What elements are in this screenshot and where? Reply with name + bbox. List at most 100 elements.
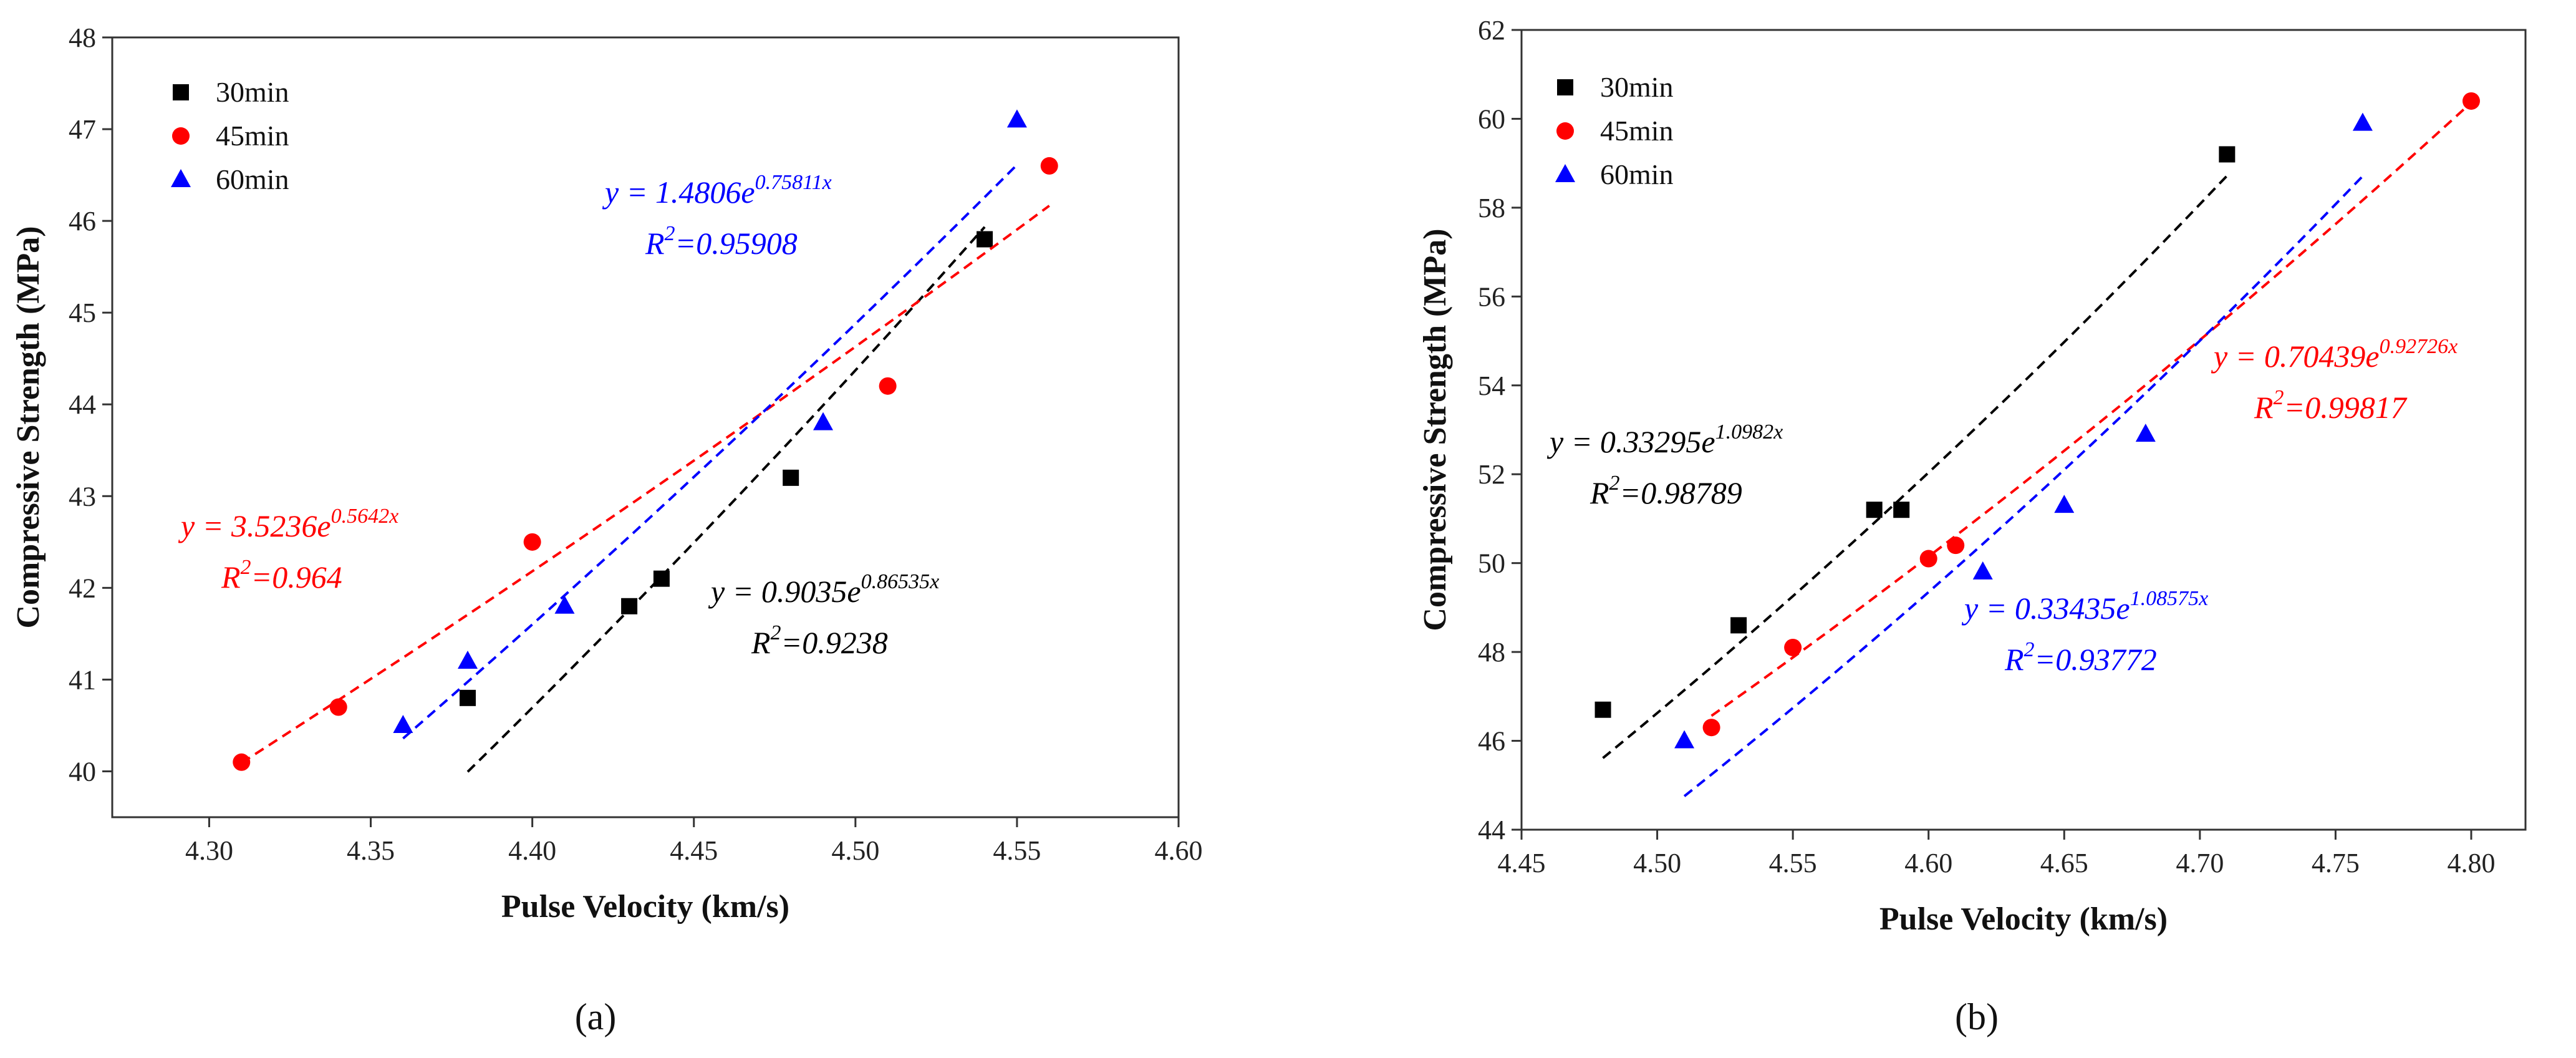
legend-marker-45min xyxy=(172,127,190,145)
plot-frame-a xyxy=(111,36,1180,818)
data-point-60min xyxy=(554,595,575,614)
y-tick-label: 60 xyxy=(1478,104,1505,134)
legend-label-60min: 60min xyxy=(1600,158,1674,190)
data-point-30min xyxy=(460,689,476,706)
data-point-45min xyxy=(1702,719,1720,737)
y-tick-label: 45 xyxy=(69,298,96,328)
legend-marker-60min xyxy=(1555,164,1575,182)
x-tick-label: 4.40 xyxy=(508,835,556,866)
x-axis-title: Pulse Velocity (km/s) xyxy=(1879,901,2168,937)
data-point-60min xyxy=(2054,495,2075,513)
x-tick-label: 4.50 xyxy=(831,835,879,866)
legend-label-30min: 30min xyxy=(1600,71,1674,103)
fit-line-30min xyxy=(466,226,986,773)
data-point-30min xyxy=(1866,502,1883,518)
fit-equation-45min: y = 0.70439e0.92726x xyxy=(2211,335,2458,374)
y-tick-label: 42 xyxy=(69,573,96,603)
x-tick-label: 4.35 xyxy=(347,835,395,866)
data-point-60min xyxy=(1972,561,1993,580)
fit-r2-60min: R2=0.95908 xyxy=(645,222,798,261)
y-axis-title: Compressive Strength (MPa) xyxy=(1417,228,1453,631)
y-tick-label: 48 xyxy=(1478,637,1505,667)
fit-equation-30min: y = 0.9035e0.86535x xyxy=(708,570,939,609)
y-tick-label: 50 xyxy=(1478,548,1505,579)
y-tick-label: 47 xyxy=(69,114,96,145)
x-tick-label: 4.45 xyxy=(1498,848,1546,878)
fit-line-45min xyxy=(1710,101,2472,717)
data-point-60min xyxy=(813,412,833,430)
data-point-60min xyxy=(393,714,413,733)
y-tick-label: 41 xyxy=(69,664,96,695)
data-point-30min xyxy=(2219,146,2236,163)
fit-equation-60min: y = 1.4806e0.75811x xyxy=(602,171,832,210)
data-point-30min xyxy=(1594,701,1611,718)
data-point-30min xyxy=(621,598,638,614)
legend-label-45min: 45min xyxy=(1600,115,1674,147)
data-point-45min xyxy=(2462,92,2480,110)
fit-equation-60min: y = 0.33435e1.08575x xyxy=(1961,587,2208,626)
x-tick-label: 4.50 xyxy=(1633,848,1681,878)
y-tick-label: 44 xyxy=(69,389,96,420)
fit-r2-45min: R2=0.964 xyxy=(221,556,342,595)
fit-r2-30min: R2=0.98789 xyxy=(1589,472,1742,510)
data-point-45min xyxy=(523,533,541,551)
data-point-30min xyxy=(1730,617,1747,634)
data-point-60min xyxy=(2135,424,2156,442)
y-tick-label: 56 xyxy=(1478,281,1505,312)
data-point-45min xyxy=(1919,550,1937,568)
x-tick-label: 4.55 xyxy=(993,835,1041,866)
fit-line-45min xyxy=(241,205,1050,764)
legend-marker-60min xyxy=(171,169,191,187)
fit-equation-45min: y = 3.5236e0.5642x xyxy=(178,505,398,543)
legend-marker-30min xyxy=(173,84,189,100)
data-point-45min xyxy=(233,753,251,771)
fit-line-60min xyxy=(1683,175,2364,797)
y-axis-title: Compressive Strength (MPa) xyxy=(11,226,46,628)
legend-label-30min: 30min xyxy=(216,76,289,108)
data-point-60min xyxy=(458,651,478,669)
fit-r2-30min: R2=0.9238 xyxy=(751,621,888,660)
panel-label-b: (b) xyxy=(1955,996,1999,1037)
data-point-60min xyxy=(2352,112,2373,131)
x-axis-title: Pulse Velocity (km/s) xyxy=(501,889,789,925)
x-tick-label: 4.60 xyxy=(1904,848,1952,878)
data-point-45min xyxy=(1040,157,1058,175)
y-tick-label: 62 xyxy=(1478,15,1505,46)
y-tick-label: 44 xyxy=(1478,815,1505,845)
x-tick-label: 4.75 xyxy=(2312,848,2360,878)
fit-r2-45min: R2=0.99817 xyxy=(2254,386,2408,425)
y-tick-label: 58 xyxy=(1478,193,1505,223)
y-tick-label: 43 xyxy=(69,481,96,512)
x-tick-label: 4.60 xyxy=(1155,835,1203,866)
fit-equation-30min: y = 0.33295e1.0982x xyxy=(1546,420,1783,459)
x-tick-label: 4.55 xyxy=(1769,848,1817,878)
x-tick-label: 4.45 xyxy=(670,835,718,866)
data-point-60min xyxy=(1006,109,1027,128)
legend-label-45min: 45min xyxy=(216,120,289,152)
data-point-45min xyxy=(1947,536,1965,555)
data-point-30min xyxy=(783,469,799,486)
legend-marker-30min xyxy=(1557,79,1573,95)
x-tick-label: 4.65 xyxy=(2040,848,2088,878)
legend-marker-45min xyxy=(1556,122,1574,140)
fit-line-60min xyxy=(402,163,1018,740)
data-point-60min xyxy=(1674,730,1695,749)
y-tick-label: 54 xyxy=(1478,371,1505,401)
y-tick-label: 46 xyxy=(69,206,96,236)
fit-line-30min xyxy=(1602,175,2228,759)
data-point-45min xyxy=(1784,638,1802,656)
x-tick-label: 4.80 xyxy=(2447,848,2495,878)
data-point-45min xyxy=(879,377,897,395)
data-point-30min xyxy=(653,570,670,587)
x-tick-label: 4.30 xyxy=(185,835,233,866)
plot-frame-b xyxy=(1520,29,2527,831)
y-tick-label: 40 xyxy=(69,756,96,787)
data-point-30min xyxy=(977,231,993,248)
chart-b: 4.45 4.50 4.55 4.60 4.65 4.70 4.75 4.80 44 46 48 50… xyxy=(1417,15,2527,1037)
y-tick-label: 46 xyxy=(1478,726,1505,757)
legend-label-60min: 60min xyxy=(216,163,289,195)
chart-a: 4.30 4.35 4.40 4.45 4.50 4.55 4.60 40 41 42 43 44 45… xyxy=(11,22,1203,1037)
data-point-45min xyxy=(329,698,347,716)
data-point-30min xyxy=(1893,502,1910,518)
